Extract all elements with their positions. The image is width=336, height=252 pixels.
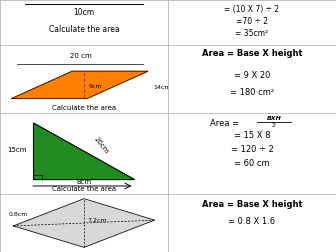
Text: 0.8cm: 0.8cm (8, 212, 28, 217)
Polygon shape (34, 123, 134, 179)
Text: = 9 X 20: = 9 X 20 (234, 72, 270, 80)
Text: =70 ÷ 2: =70 ÷ 2 (236, 17, 268, 26)
Text: 8cm: 8cm (76, 179, 92, 185)
Text: 10cm: 10cm (74, 8, 94, 17)
Text: Calculate the area: Calculate the area (52, 105, 116, 111)
Polygon shape (13, 199, 155, 247)
Text: = 0.8 X 1.6: = 0.8 X 1.6 (228, 217, 276, 226)
Text: Calculate the area: Calculate the area (52, 186, 116, 192)
Text: = (10 X 7) ÷ 2: = (10 X 7) ÷ 2 (224, 6, 280, 14)
Text: Area = Base X height: Area = Base X height (202, 49, 302, 58)
Text: = 35cm²: = 35cm² (236, 29, 268, 38)
Polygon shape (12, 71, 148, 99)
Text: = 180 cm²: = 180 cm² (230, 88, 274, 98)
Text: Calculate the area: Calculate the area (49, 25, 119, 34)
Text: 15cm: 15cm (7, 147, 27, 153)
Text: = 15 X 8: = 15 X 8 (234, 132, 270, 140)
Text: 14cm: 14cm (153, 85, 170, 90)
Text: BXH: BXH (266, 116, 281, 121)
Text: 20 cm: 20 cm (70, 53, 91, 59)
Text: 9cm: 9cm (89, 84, 103, 89)
Text: 7.2cm: 7.2cm (87, 218, 107, 223)
Text: = 120 ÷ 2: = 120 ÷ 2 (230, 145, 274, 154)
Text: Area =: Area = (210, 119, 242, 128)
Text: = 60 cm: = 60 cm (234, 159, 270, 168)
Text: Area = Base X height: Area = Base X height (202, 200, 302, 209)
Text: 20cm: 20cm (92, 136, 109, 155)
Text: 2: 2 (272, 122, 276, 128)
